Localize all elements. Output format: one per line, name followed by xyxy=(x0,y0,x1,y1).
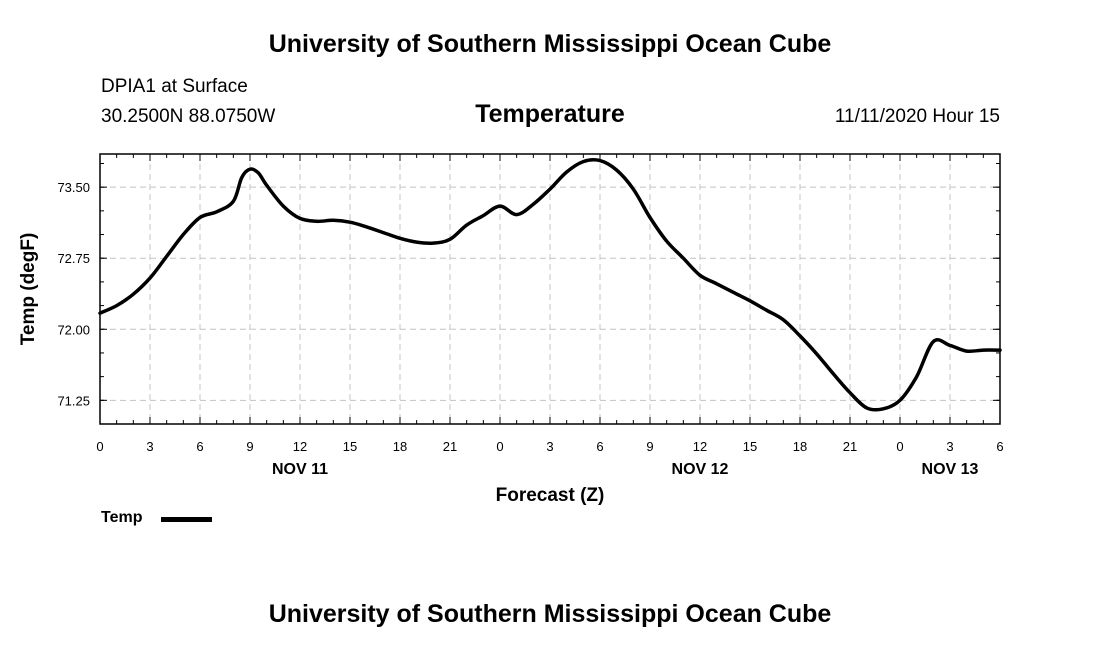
coordinates-label: 30.2500N 88.0750W xyxy=(101,106,276,127)
x-tick-label: 18 xyxy=(793,439,807,454)
series-line-temp xyxy=(98,158,1002,412)
date-label: NOV 13 xyxy=(922,461,979,478)
x-tick-label: 0 xyxy=(896,439,903,454)
y-tick-label: 72.00 xyxy=(57,322,90,337)
date-label: NOV 12 xyxy=(672,461,729,478)
y-tick-label: 73.50 xyxy=(57,180,90,195)
x-tick-label: 0 xyxy=(96,439,103,454)
x-tick-label: 21 xyxy=(443,439,457,454)
x-tick-label: 6 xyxy=(596,439,603,454)
bottom-title: University of Southern Mississippi Ocean… xyxy=(268,600,832,628)
x-tick-label: 12 xyxy=(693,439,707,454)
x-tick-label: 3 xyxy=(146,439,153,454)
legend-label: Temp xyxy=(101,509,143,526)
x-tick-label: 3 xyxy=(546,439,553,454)
y-tick-label: 72.75 xyxy=(57,251,90,266)
station-label: DPIA1 at Surface xyxy=(101,76,248,97)
x-tick-label: 18 xyxy=(393,439,407,454)
x-tick-label: 3 xyxy=(946,439,953,454)
x-tick-label: 9 xyxy=(246,439,253,454)
issued-time: 11/11/2020 Hour 15 xyxy=(834,106,1000,127)
x-tick-label: 15 xyxy=(743,439,757,454)
chart-title: Temperature xyxy=(475,100,625,128)
y-tick-label: 71.25 xyxy=(57,393,90,408)
x-tick-label: 0 xyxy=(496,439,503,454)
x-tick-label: 6 xyxy=(196,439,203,454)
date-label: NOV 11 xyxy=(272,461,328,478)
x-axis-title: Forecast (Z) xyxy=(496,485,605,506)
x-tick-label: 9 xyxy=(646,439,653,454)
legend-swatch xyxy=(161,517,212,522)
x-tick-label: 21 xyxy=(843,439,857,454)
top-title: University of Southern Mississippi Ocean… xyxy=(268,30,832,58)
x-tick-label: 15 xyxy=(343,439,357,454)
y-axis-title: Temp (degF) xyxy=(18,233,39,346)
x-tick-label: 12 xyxy=(293,439,307,454)
x-tick-label: 6 xyxy=(996,439,1003,454)
